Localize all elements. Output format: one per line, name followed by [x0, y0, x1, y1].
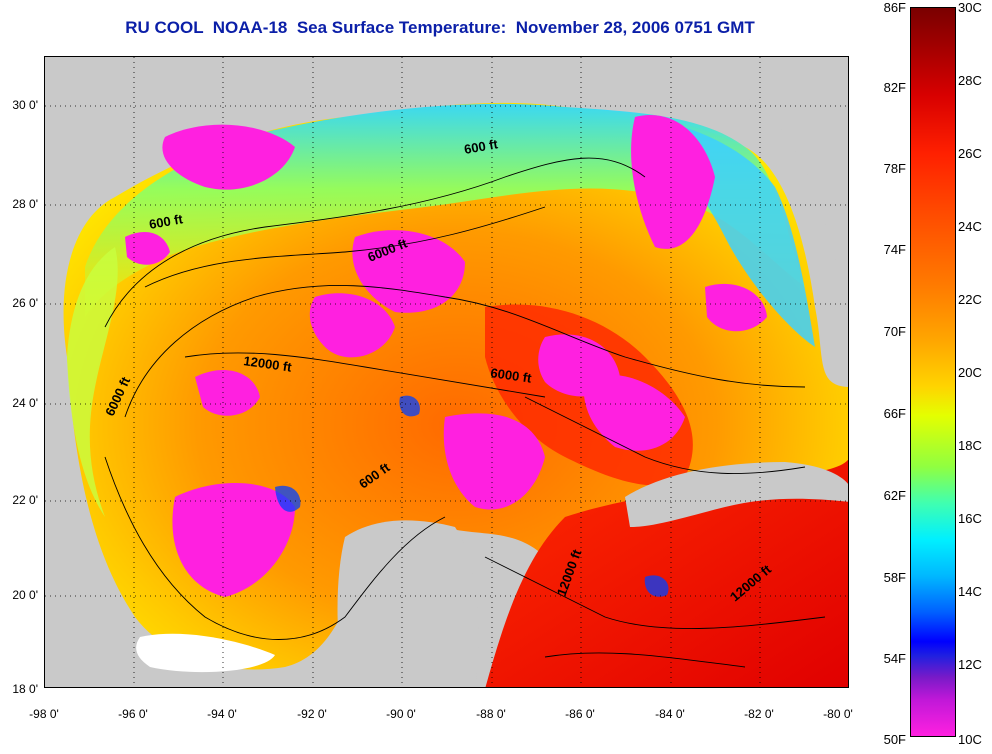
- lon-label: -92 0': [297, 707, 327, 721]
- contour-label: 6000 ft: [490, 365, 534, 386]
- temperature-colorbar: [910, 7, 956, 737]
- contour-label: 12000 ft: [243, 353, 294, 375]
- colorbar-f-label: 78F: [883, 161, 906, 176]
- colorbar-f-label: 62F: [883, 488, 906, 503]
- cloud-mask: [125, 115, 767, 597]
- colorbar-f-label: 70F: [883, 324, 906, 339]
- lat-label: 30 0': [12, 98, 38, 112]
- lon-label: -88 0': [476, 707, 506, 721]
- colorbar-f-label: 82F: [883, 80, 906, 95]
- colorbar-c-label: 18C: [958, 438, 982, 453]
- colorbar-c-label: 12C: [958, 657, 982, 672]
- colorbar-f-label: 86F: [883, 0, 906, 15]
- white-cloud: [136, 633, 275, 673]
- cuba: [625, 462, 848, 527]
- colorbar-c-label: 22C: [958, 292, 982, 307]
- bathymetry-contours: [104, 157, 826, 668]
- western-shelf: [67, 247, 118, 517]
- lat-label: 18 0': [12, 682, 38, 696]
- lon-label: -82 0': [744, 707, 774, 721]
- lon-label: -96 0': [118, 707, 148, 721]
- sst-map-image: 600 ft 600 ft 6000 ft 12000 ft 6000 ft 6…: [45, 57, 848, 687]
- colorbar-f-label: 66F: [883, 406, 906, 421]
- colorbar-c-label: 28C: [958, 73, 982, 88]
- colorbar-c-label: 16C: [958, 511, 982, 526]
- colorbar-c-label: 26C: [958, 146, 982, 161]
- colorbar-c-label: 20C: [958, 365, 982, 380]
- lon-label: -94 0': [207, 707, 237, 721]
- lon-label: -84 0': [655, 707, 685, 721]
- lon-label: -86 0': [565, 707, 595, 721]
- lat-label: 26 0': [12, 296, 38, 310]
- lat-label: 24 0': [12, 396, 38, 410]
- yucatan: [337, 520, 479, 687]
- colorbar-c-label: 30C: [958, 0, 982, 15]
- colorbar-f-label: 50F: [883, 732, 906, 747]
- colorbar-c-label: 10C: [958, 732, 982, 747]
- lon-label: -80 0': [823, 707, 853, 721]
- lon-label: -90 0': [386, 707, 416, 721]
- sst-map: 600 ft 600 ft 6000 ft 12000 ft 6000 ft 6…: [44, 56, 849, 688]
- graticule: [45, 57, 848, 687]
- map-title: RU COOL NOAA-18 Sea Surface Temperature:…: [125, 18, 755, 37]
- colorbar-c-label: 24C: [958, 219, 982, 234]
- colorbar-c-label: 14C: [958, 584, 982, 599]
- lat-label: 20 0': [12, 588, 38, 602]
- contour-label: 600 ft: [148, 211, 185, 232]
- lon-label: -98 0': [29, 707, 59, 721]
- colorbar-f-label: 58F: [883, 570, 906, 585]
- colorbar-f-label: 54F: [883, 651, 906, 666]
- lat-label: 22 0': [12, 493, 38, 507]
- florida: [735, 57, 848, 331]
- lat-label: 28 0': [12, 197, 38, 211]
- contour-label: 600 ft: [463, 136, 500, 157]
- caribbean-warm: [485, 459, 848, 687]
- cold-patches: [275, 395, 669, 597]
- colorbar-f-label: 74F: [883, 242, 906, 257]
